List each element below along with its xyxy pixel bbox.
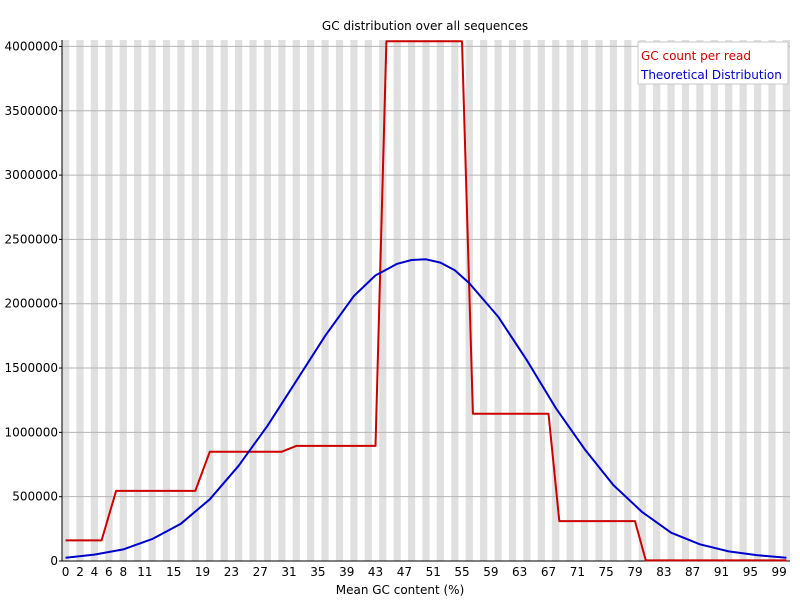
y-tick-label: 1000000 (5, 425, 58, 439)
x-tick-label: 63 (512, 565, 527, 579)
x-tick-label: 55 (454, 565, 469, 579)
x-tick-label: 43 (368, 565, 383, 579)
grid-band (667, 40, 675, 561)
grid-band (696, 40, 704, 561)
x-tick-label: 79 (627, 565, 642, 579)
grid-band (393, 40, 401, 561)
grid-band (191, 40, 199, 561)
grid-band (422, 40, 430, 561)
grid-band (249, 40, 257, 561)
x-tick-label: 27 (253, 565, 268, 579)
grid-band (206, 40, 214, 561)
grid-band (90, 40, 99, 561)
x-tick-label: 15 (166, 565, 181, 579)
chart-title: GC distribution over all sequences (322, 19, 528, 33)
x-tick-label: 35 (310, 565, 325, 579)
y-tick-label: 4000000 (5, 39, 58, 53)
x-tick-label: 2 (76, 565, 84, 579)
grid-band (177, 40, 185, 561)
grid-band (725, 40, 733, 561)
x-tick-label: 91 (714, 565, 729, 579)
grid-band (307, 40, 315, 561)
x-tick-label: 71 (570, 565, 585, 579)
x-tick-label: 51 (426, 565, 441, 579)
x-tick-label: 75 (599, 565, 614, 579)
series-line-1 (65, 258, 787, 559)
y-tick-label: 0 (50, 554, 58, 568)
grid-band (263, 40, 272, 561)
x-tick-label: 31 (281, 565, 296, 579)
grid-band (407, 40, 416, 561)
series-line-0 (65, 40, 787, 562)
grid-band (292, 40, 300, 561)
grid-band (595, 40, 603, 561)
y-tick-label: 1500000 (5, 361, 58, 375)
grid-band (119, 40, 127, 561)
grid-band (364, 40, 372, 561)
grid-band (552, 40, 560, 561)
grid-band (494, 40, 502, 561)
x-tick-label: 23 (224, 565, 239, 579)
grid-band (379, 40, 387, 561)
y-tick-label: 3000000 (5, 168, 58, 182)
legend: GC count per read Theoretical Distributi… (637, 41, 789, 85)
grid-band (62, 40, 70, 561)
grid-band (76, 40, 84, 561)
x-tick-label: 39 (339, 565, 354, 579)
y-tick-label: 500000 (12, 490, 58, 504)
y-tick-label: 3500000 (5, 104, 58, 118)
y-tick-labels: 0 500000 1000000 1500000 2000000 2500000 30000… (5, 39, 62, 568)
grid-band (335, 40, 344, 561)
grid-band (609, 40, 618, 561)
x-axis-label: Mean GC content (%) (336, 583, 465, 597)
x-tick-label: 11 (137, 565, 152, 579)
y-tick-label: 2500000 (5, 232, 58, 246)
x-tick-label: 6 (105, 565, 113, 579)
x-tick-label: 0 (62, 565, 70, 579)
grid-band (162, 40, 171, 561)
grid-band (782, 40, 790, 561)
grid-band (451, 40, 459, 561)
x-tick-label: 59 (483, 565, 498, 579)
grid-band (350, 40, 358, 561)
x-tick-label: 67 (541, 565, 556, 579)
grid-band (624, 40, 632, 561)
legend-box (637, 41, 789, 85)
grid-band (580, 40, 589, 561)
grid-band (638, 40, 646, 561)
x-tick-label: 8 (119, 565, 127, 579)
x-tick-label: 87 (685, 565, 700, 579)
grid-band (710, 40, 718, 561)
grid-band (753, 40, 762, 561)
legend-entry-gc-count: GC count per read (641, 49, 751, 63)
y-tick-label: 2000000 (5, 297, 58, 311)
grid-band (681, 40, 690, 561)
grid-band (768, 40, 776, 561)
grid-band (278, 40, 286, 561)
grid-band (436, 40, 445, 561)
grid-band (105, 40, 113, 561)
x-tick-label: 83 (656, 565, 671, 579)
series-lines (65, 40, 787, 562)
x-tick-label: 99 (772, 565, 787, 579)
x-tick-label: 95 (743, 565, 758, 579)
grid-band (653, 40, 661, 561)
x-tick-label: 47 (397, 565, 412, 579)
grid-band (566, 40, 574, 561)
x-tick-labels: 0 2 4 6 8 11 15 19 23 27 31 35 39 43 47 51 55 59 63 67 71 75 7… (62, 565, 787, 579)
grid-band (134, 40, 142, 561)
x-tick-label: 19 (195, 565, 210, 579)
x-tick-label: 4 (91, 565, 99, 579)
grid-band (523, 40, 531, 561)
grid-band (739, 40, 747, 561)
grid-band (220, 40, 228, 561)
grid-band (537, 40, 545, 561)
grid-band (234, 40, 243, 561)
legend-entry-theoretical: Theoretical Distribution (640, 68, 782, 82)
grid-band (321, 40, 329, 561)
grid-band (508, 40, 517, 561)
grid-band (148, 40, 156, 561)
